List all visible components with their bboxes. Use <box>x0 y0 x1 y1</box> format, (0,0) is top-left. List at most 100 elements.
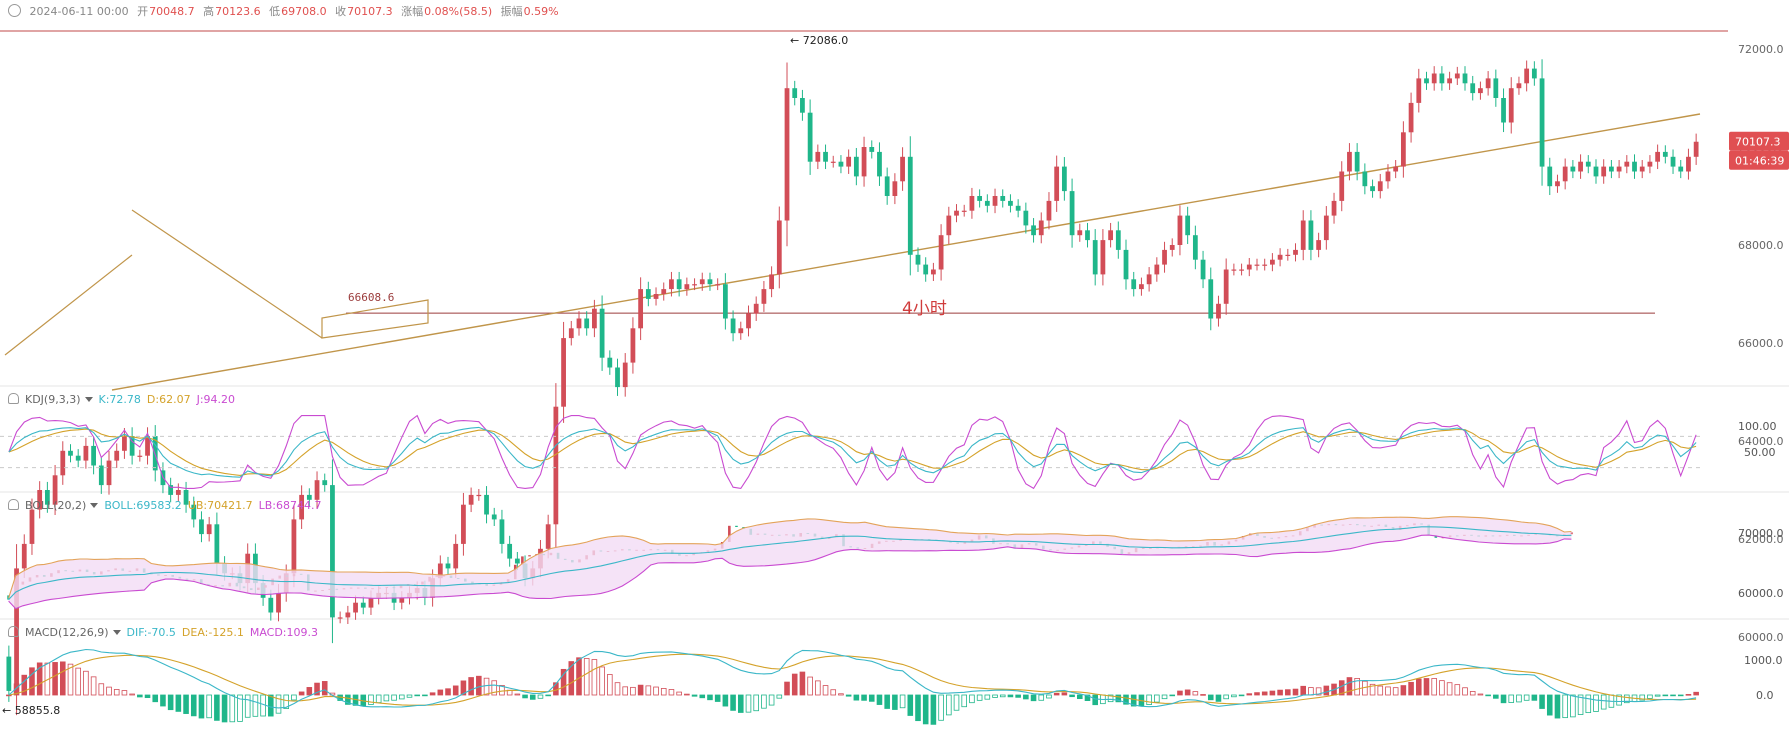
candle-body <box>984 200 990 206</box>
macd-histogram-bar <box>1246 693 1253 696</box>
macd-histogram-bar <box>1539 694 1545 709</box>
macd-histogram-bar <box>730 694 736 711</box>
macd-histogram-bar <box>90 676 97 696</box>
candle-body <box>360 602 366 608</box>
kdj-k-line <box>8 426 1697 478</box>
candle-body <box>1123 249 1129 280</box>
macd-histogram-bar <box>583 658 590 696</box>
candle-body <box>838 161 844 167</box>
candle-body <box>68 450 73 456</box>
macd-histogram-bar <box>52 662 58 696</box>
macd-histogram-bar <box>476 675 482 696</box>
bell-icon[interactable] <box>8 393 19 404</box>
candle-body <box>1246 264 1252 270</box>
candle-body <box>699 279 705 285</box>
macd-histogram-bar <box>630 686 636 696</box>
candle-body <box>784 88 790 221</box>
candle-body <box>291 519 297 574</box>
boll-candle <box>735 525 738 527</box>
candle-body <box>445 563 451 569</box>
candle-body <box>1601 166 1607 177</box>
macd-histogram-bar <box>1647 694 1653 699</box>
candle-body <box>6 656 12 691</box>
candle-body <box>1393 166 1399 172</box>
macd-histogram-bar <box>1593 694 1599 712</box>
macd-histogram-bar <box>946 694 952 716</box>
macd-histogram-bar <box>653 686 659 696</box>
candle-body <box>923 264 929 275</box>
chevron-down-icon[interactable] <box>90 503 99 508</box>
candle-body <box>1200 259 1206 280</box>
macd-histogram-bar <box>36 662 43 696</box>
macd-histogram-bar <box>1285 689 1291 696</box>
macd-histogram-bar <box>1146 694 1152 705</box>
macd-histogram-bar <box>868 694 875 702</box>
candle-body <box>322 480 328 486</box>
macd-tick-label: 0.0 <box>1756 689 1774 702</box>
macd-histogram-bar <box>306 687 313 696</box>
candle-body <box>761 289 767 304</box>
chevron-down-icon[interactable] <box>84 397 93 402</box>
candle-body <box>877 151 882 177</box>
macd-histogram-bar <box>1076 694 1083 700</box>
macd-histogram-bar <box>1061 692 1068 696</box>
low-label: 低 <box>269 5 281 18</box>
candle-body <box>1046 200 1052 221</box>
price-tick-label: 66000.0 <box>1738 337 1784 350</box>
macd-histogram-bar <box>21 674 28 696</box>
chevron-down-icon[interactable] <box>112 630 121 635</box>
boll-mid-line <box>8 526 1572 600</box>
candle-body <box>491 514 497 520</box>
macd-histogram-bar <box>707 694 713 701</box>
boll-ub-value: UB:70421.7 <box>187 499 253 512</box>
macd-histogram-bar <box>1053 692 1060 696</box>
candle-body <box>1431 73 1437 84</box>
macd-histogram-bar <box>206 694 212 719</box>
candle-body <box>931 269 936 275</box>
macd-histogram-bar <box>1577 694 1584 715</box>
kdj-j-value: J:94.20 <box>196 393 236 406</box>
candle-body <box>183 490 189 505</box>
macd-histogram-bar <box>807 676 813 696</box>
candle-body <box>514 558 520 564</box>
candle-body <box>214 524 220 564</box>
candle-body <box>722 284 728 319</box>
macd-histogram-bar <box>1184 689 1191 696</box>
macd-histogram-bar <box>822 685 829 696</box>
macd-histogram-bar <box>1570 694 1576 718</box>
kdj-j-line <box>8 414 1697 490</box>
bell-icon[interactable] <box>8 499 19 510</box>
close-label: 收 <box>335 5 347 18</box>
candle-body <box>977 196 983 201</box>
macd-histogram-bar <box>468 677 474 696</box>
candle-body <box>1624 161 1630 167</box>
candle-body <box>122 436 127 451</box>
macd-histogram-bar <box>98 683 105 696</box>
macd-histogram-bar <box>614 682 621 696</box>
macd-histogram-bar <box>1207 694 1214 701</box>
boll-mid-value: BOLL:69583.2 <box>104 499 182 512</box>
candle-body <box>692 284 697 286</box>
candle-body <box>1478 88 1483 94</box>
candle-body <box>37 490 43 510</box>
countdown-text: 01:46:39 <box>1735 155 1784 168</box>
bell-icon[interactable] <box>8 626 19 637</box>
candle-body <box>314 480 320 500</box>
macd-histogram-bar <box>969 694 975 704</box>
candle-body <box>1108 230 1113 241</box>
macd-histogram-bar <box>1454 684 1461 696</box>
macd-histogram-bar <box>1408 681 1414 696</box>
candle-body <box>807 112 813 162</box>
macd-histogram-bar <box>768 694 775 706</box>
candle-body <box>1400 132 1406 167</box>
candle-body <box>1308 220 1314 250</box>
change-label: 涨幅 <box>401 5 424 18</box>
macd-histogram-bar <box>791 673 798 696</box>
macd-histogram-bar <box>1092 694 1098 706</box>
macd-histogram-bar <box>537 694 544 699</box>
macd-histogram-bar <box>13 683 20 696</box>
candle-body <box>676 279 682 290</box>
macd-histogram-bar <box>137 694 143 698</box>
macd-histogram-bar <box>907 694 914 716</box>
kdj-legend: KDJ(9,3,3) K:72.78 D:62.07 J:94.20 <box>8 393 241 406</box>
